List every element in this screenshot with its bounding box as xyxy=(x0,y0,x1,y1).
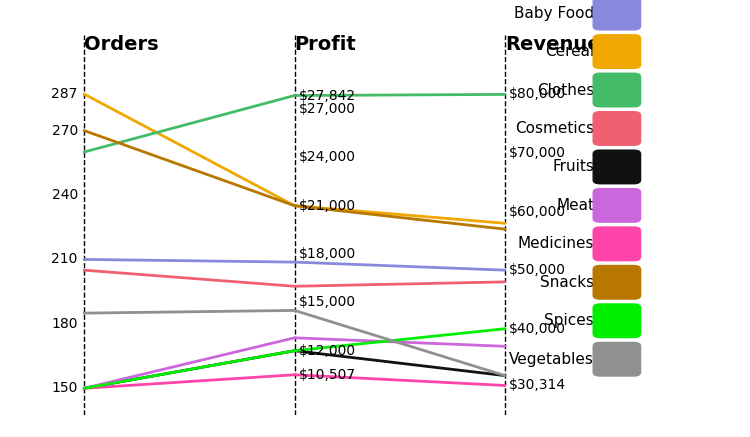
Text: 150: 150 xyxy=(52,382,78,395)
Text: Medicines: Medicines xyxy=(518,236,594,251)
Text: Fruits: Fruits xyxy=(552,160,594,174)
Text: $12,000: $12,000 xyxy=(298,344,356,358)
Text: $15,000: $15,000 xyxy=(298,295,356,309)
Text: 270: 270 xyxy=(52,124,78,138)
Text: $50,000: $50,000 xyxy=(509,263,566,277)
Text: Baby Food: Baby Food xyxy=(514,6,594,21)
Text: $27,000: $27,000 xyxy=(298,102,355,116)
Text: Cereal: Cereal xyxy=(544,44,594,59)
Text: 240: 240 xyxy=(52,188,78,202)
Text: $10,507: $10,507 xyxy=(298,368,356,382)
Text: 210: 210 xyxy=(52,253,78,267)
Text: $40,000: $40,000 xyxy=(509,322,566,336)
Text: $27,842: $27,842 xyxy=(298,89,356,103)
Text: $80,000: $80,000 xyxy=(509,87,566,101)
Text: $24,000: $24,000 xyxy=(298,150,355,164)
Text: Clothes: Clothes xyxy=(537,83,594,97)
Text: Profit: Profit xyxy=(295,35,356,54)
Text: Meat: Meat xyxy=(556,198,594,213)
Text: Cosmetics: Cosmetics xyxy=(514,121,594,136)
Text: $30,314: $30,314 xyxy=(509,378,566,392)
Text: Snacks: Snacks xyxy=(540,275,594,290)
Text: Revenue: Revenue xyxy=(505,35,601,54)
Text: $60,000: $60,000 xyxy=(509,205,566,218)
Text: $18,000: $18,000 xyxy=(298,247,356,261)
Text: Spices: Spices xyxy=(544,313,594,328)
Text: 287: 287 xyxy=(52,87,78,101)
Text: Orders: Orders xyxy=(84,35,159,54)
Text: Vegetables: Vegetables xyxy=(509,352,594,367)
Text: $70,000: $70,000 xyxy=(509,146,566,160)
Text: $21,000: $21,000 xyxy=(298,199,356,213)
Text: 180: 180 xyxy=(51,317,78,331)
